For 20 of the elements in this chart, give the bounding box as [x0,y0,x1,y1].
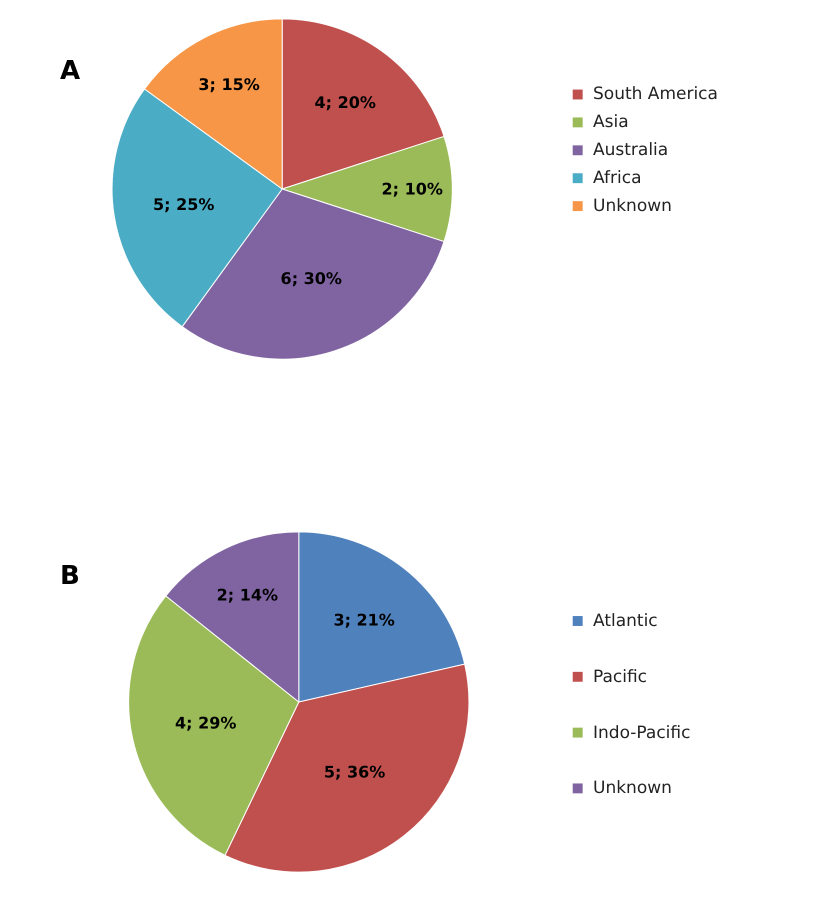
data-label: 5; 36% [324,762,386,782]
legend-label: Indo-Pacific [593,723,690,743]
data-label: 3; 21% [333,610,395,630]
data-label: 5; 25% [153,195,214,214]
data-label: 4; 29% [175,714,236,733]
text: B [60,561,80,591]
data-label: 2; 10% [381,180,443,198]
text: A [60,56,80,86]
data-label: 4; 20% [314,92,376,112]
legend-label: Asia [593,112,629,132]
data-label: 6; 30% [280,268,342,288]
legend-label: Atlantic [593,611,658,631]
legend-label: Unknown [593,196,672,216]
legend-label: Africa [593,168,642,188]
legend-label: Pacific [593,667,648,687]
legend-label: Unknown [593,778,672,798]
legend-label: South America [593,84,718,104]
legend-label: Australia [593,140,668,160]
data-label: 2; 14% [216,586,278,605]
data-label: 3; 15% [198,75,260,94]
